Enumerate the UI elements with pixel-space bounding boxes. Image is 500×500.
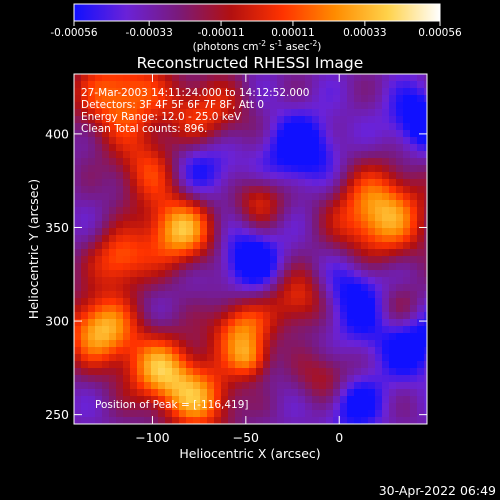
y-axis: 250 300 350 400 (45, 126, 427, 422)
annotation-energy-range: Energy Range: 12.0 - 25.0 keV (81, 111, 242, 123)
peak-position-label: Position of Peak = [-116,419] (95, 399, 249, 411)
x-tick-label: −100 (135, 430, 169, 445)
colorbar-tick-label: 0.00056 (418, 27, 462, 39)
y-tick-label: 250 (45, 407, 69, 422)
colorbar-tick-label: 0.00033 (343, 27, 386, 39)
colorbar-tick-label: 0.00011 (271, 27, 314, 39)
annotation-block: 27-Mar-2003 14:11:24.000 to 14:12:52.000… (81, 87, 309, 135)
annotation-detectors: Detectors: 3F 4F 5F 6F 7F 8F, Att 0 (81, 99, 264, 111)
y-tick-label: 300 (45, 314, 69, 329)
colorbar: -0.00056 -0.00033 -0.00011 0.00011 0.00033 0.… (50, 3, 462, 53)
x-tick-label: 0 (335, 430, 343, 445)
x-axis: −100 −50 0 (135, 74, 343, 445)
annotation-time-range: 27-Mar-2003 14:11:24.000 to 14:12:52.000 (81, 87, 309, 99)
y-tick-label: 400 (45, 126, 69, 141)
plot-frame (73, 73, 428, 425)
x-tick-label: −50 (233, 430, 259, 445)
colorbar-tick-label: -0.00033 (126, 27, 173, 39)
timestamp: 30-Apr-2022 06:49 (379, 483, 496, 498)
chart-title: Reconstructed RHESSI Image (137, 54, 364, 72)
colorbar-tick-label: -0.00056 (50, 27, 98, 39)
x-axis-label: Heliocentric X (arcsec) (179, 446, 320, 461)
colorbar-units: (photons cm-2 s-1 asec-2) (193, 39, 322, 53)
y-tick-label: 350 (45, 220, 69, 235)
annotation-clean-counts: Clean Total counts: 896. (81, 123, 207, 135)
colorbar-tick-label: -0.00011 (197, 27, 244, 39)
y-axis-label: Heliocentric Y (arcsec) (26, 179, 41, 319)
heatmap-image (74, 74, 427, 424)
colorbar-frame (73, 3, 441, 22)
colorbar-gradient (74, 4, 440, 21)
